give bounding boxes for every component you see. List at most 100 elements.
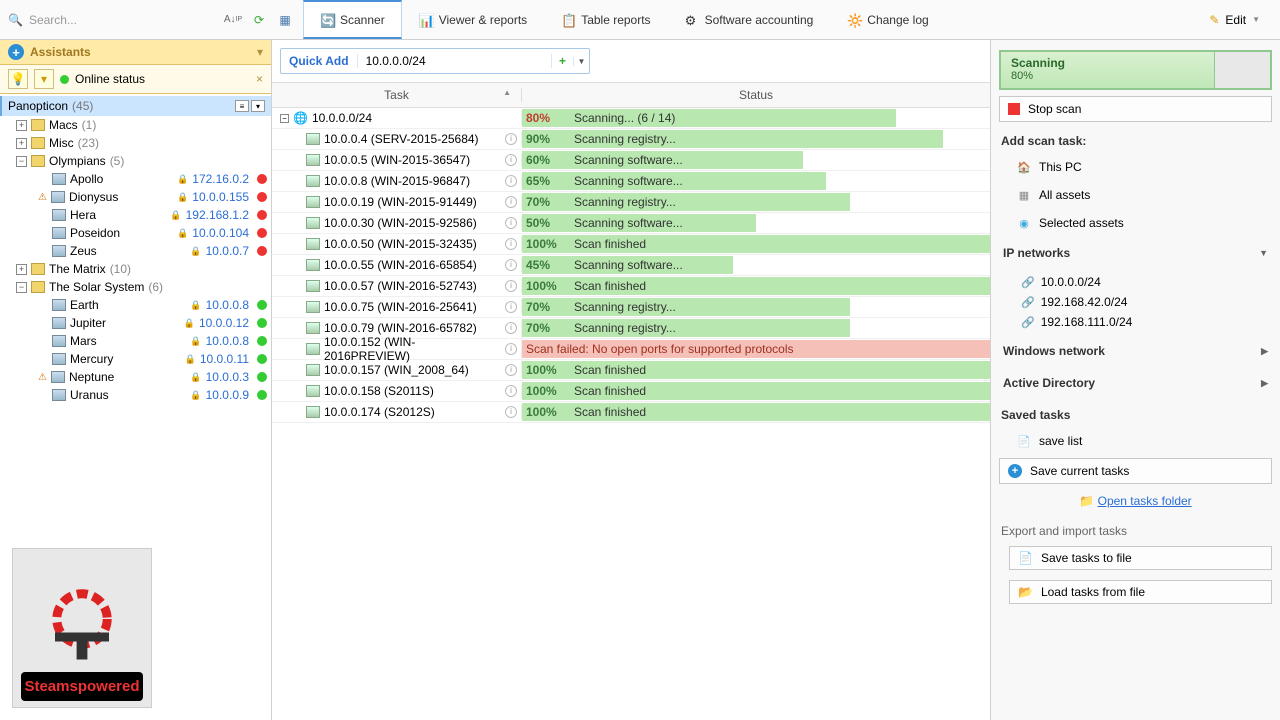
add-this-pc[interactable]: 🏠This PC xyxy=(999,156,1272,178)
assistants-header[interactable]: + Assistants ▾ xyxy=(0,40,271,65)
open-tasks-folder-link[interactable]: 📁 Open tasks folder xyxy=(999,490,1272,512)
collapse-icon[interactable]: − xyxy=(280,114,289,123)
quick-add-plus-icon[interactable]: + xyxy=(551,54,573,68)
refresh-icon[interactable]: ⟳ xyxy=(249,10,269,30)
quick-add-box[interactable]: Quick Add 10.0.0.0/24 + ▼ xyxy=(280,48,590,74)
stop-scan-button[interactable]: Stop scan xyxy=(999,96,1272,122)
tab-table-reports[interactable]: 📋Table reports xyxy=(544,0,667,39)
tree-folder[interactable]: + Misc (23) xyxy=(0,134,271,152)
tree-btn[interactable]: ▾ xyxy=(251,100,265,112)
add-selected-assets[interactable]: ◉Selected assets xyxy=(999,212,1272,234)
tree-host[interactable]: Mars 🔒 10.0.0.8 xyxy=(0,332,271,350)
windows-network-header[interactable]: Windows network▶ xyxy=(999,338,1272,364)
expand-icon[interactable]: + xyxy=(16,264,27,275)
online-status-row[interactable]: 💡 ▾ Online status × xyxy=(0,65,271,94)
task-row[interactable]: 10.0.0.5 (WIN-2015-36547) i xyxy=(272,153,522,167)
tab-viewer-reports[interactable]: 📊Viewer & reports xyxy=(402,0,544,39)
tree-folder[interactable]: − The Solar System (6) xyxy=(0,278,271,296)
edit-dropdown[interactable]: ✎ Edit ▼ xyxy=(1209,13,1260,27)
task-row[interactable]: 10.0.0.158 (S2011S) i xyxy=(272,384,522,398)
info-icon[interactable]: i xyxy=(505,238,517,250)
tree-host[interactable]: Poseidon 🔒 10.0.0.104 xyxy=(0,224,271,242)
col-header-status[interactable]: Status xyxy=(522,88,990,102)
info-icon[interactable]: i xyxy=(505,322,517,334)
tree-folder[interactable]: + Macs (1) xyxy=(0,116,271,134)
info-icon[interactable]: i xyxy=(505,406,517,418)
info-icon[interactable]: i xyxy=(505,196,517,208)
expand-icon[interactable]: + xyxy=(16,138,27,149)
tree-host[interactable]: Hera 🔒 192.168.1.2 xyxy=(0,206,271,224)
task-row[interactable]: 10.0.0.19 (WIN-2015-91449) i xyxy=(272,195,522,209)
save-list-item[interactable]: 📄save list xyxy=(999,430,1272,452)
scanning-pause-button[interactable] xyxy=(1214,52,1270,88)
folder-name: The Solar System xyxy=(49,280,144,294)
task-row[interactable]: 10.0.0.57 (WIN-2016-52743) i xyxy=(272,279,522,293)
status-msg: Scanning software... xyxy=(574,258,683,272)
quick-add-value[interactable]: 10.0.0.0/24 xyxy=(358,54,551,68)
info-icon[interactable]: i xyxy=(505,133,517,145)
task-row[interactable]: 10.0.0.50 (WIN-2015-32435) i xyxy=(272,237,522,251)
view-icon[interactable]: ▦ xyxy=(275,10,295,30)
ip-networks-header[interactable]: IP networks▼ xyxy=(999,240,1272,266)
tree-btn[interactable]: ≡ xyxy=(235,100,249,112)
tree-root[interactable]: Panopticon (45) ≡▾ xyxy=(0,96,271,116)
task-root[interactable]: − 🌐 10.0.0.0/24 xyxy=(272,111,522,125)
expand-icon[interactable]: + xyxy=(16,120,27,131)
tree-host[interactable]: Earth 🔒 10.0.0.8 xyxy=(0,296,271,314)
lightbulb-icon[interactable]: 💡 xyxy=(8,69,28,89)
tree-host[interactable]: Jupiter 🔒 10.0.0.12 xyxy=(0,314,271,332)
expand-icon[interactable]: − xyxy=(16,156,27,167)
tree-host[interactable]: Mercury 🔒 10.0.0.11 xyxy=(0,350,271,368)
tab-change-log[interactable]: 🔆Change log xyxy=(830,0,945,39)
info-icon[interactable]: i xyxy=(505,259,517,271)
tree-host[interactable]: ⚠ Dionysus 🔒 10.0.0.155 xyxy=(0,188,271,206)
info-icon[interactable]: i xyxy=(505,154,517,166)
host-ip: 10.0.0.11 xyxy=(200,352,249,366)
col-header-task[interactable]: Task▲ xyxy=(272,88,522,102)
save-current-tasks-button[interactable]: + Save current tasks xyxy=(999,458,1272,484)
status-dot-icon xyxy=(257,354,267,364)
lock-icon: 🔒 xyxy=(177,192,188,203)
save-tasks-file-button[interactable]: 📄Save tasks to file xyxy=(1009,546,1272,570)
load-tasks-file-button[interactable]: 📂Load tasks from file xyxy=(1009,580,1272,604)
quick-add-dropdown-icon[interactable]: ▼ xyxy=(573,57,589,66)
info-icon[interactable]: i xyxy=(505,364,517,376)
task-row[interactable]: 10.0.0.152 (WIN-2016PREVIEW) i xyxy=(272,335,522,363)
search-input[interactable]: 🔍 Search... xyxy=(0,9,215,31)
ip-network-item[interactable]: 🔗192.168.111.0/24 xyxy=(999,312,1272,332)
plus-icon[interactable]: + xyxy=(8,44,24,60)
info-icon[interactable]: i xyxy=(505,385,517,397)
info-icon[interactable]: i xyxy=(505,175,517,187)
expand-icon[interactable]: − xyxy=(16,282,27,293)
tab-scanner[interactable]: 🔄Scanner xyxy=(303,0,402,39)
tree-host[interactable]: Uranus 🔒 10.0.0.9 xyxy=(0,386,271,404)
info-icon[interactable]: i xyxy=(505,217,517,229)
sort-az-icon[interactable]: A↓IP xyxy=(223,10,243,30)
ip-network-item[interactable]: 🔗192.168.42.0/24 xyxy=(999,292,1272,312)
host-name: Hera xyxy=(70,208,166,222)
task-row[interactable]: 10.0.0.30 (WIN-2015-92586) i xyxy=(272,216,522,230)
filter-icon[interactable]: ▾ xyxy=(34,69,54,89)
chevron-down-icon[interactable]: ▾ xyxy=(257,45,263,59)
tree-host[interactable]: ⚠ Neptune 🔒 10.0.0.3 xyxy=(0,368,271,386)
tree-host[interactable]: Zeus 🔒 10.0.0.7 xyxy=(0,242,271,260)
close-icon[interactable]: × xyxy=(256,72,263,86)
info-icon[interactable]: i xyxy=(505,301,517,313)
tab-software-accounting[interactable]: ⚙Software accounting xyxy=(668,0,831,39)
active-directory-header[interactable]: Active Directory▶ xyxy=(999,370,1272,396)
task-row[interactable]: 10.0.0.4 (SERV-2015-25684) i xyxy=(272,132,522,146)
info-icon[interactable]: i xyxy=(505,343,517,355)
status-msg: Scanning... (6 / 14) xyxy=(574,111,675,125)
task-row[interactable]: 10.0.0.75 (WIN-2016-25641) i xyxy=(272,300,522,314)
add-all-assets[interactable]: ▦All assets xyxy=(999,184,1272,206)
task-row[interactable]: 10.0.0.55 (WIN-2016-65854) i xyxy=(272,258,522,272)
task-row[interactable]: 10.0.0.157 (WIN_2008_64) i xyxy=(272,363,522,377)
task-row[interactable]: 10.0.0.174 (S2012S) i xyxy=(272,405,522,419)
tree-folder[interactable]: + The Matrix (10) xyxy=(0,260,271,278)
task-row[interactable]: 10.0.0.79 (WIN-2016-65782) i xyxy=(272,321,522,335)
info-icon[interactable]: i xyxy=(505,280,517,292)
tree-host[interactable]: Apollo 🔒 172.16.0.2 xyxy=(0,170,271,188)
ip-network-item[interactable]: 🔗10.0.0.0/24 xyxy=(999,272,1272,292)
task-row[interactable]: 10.0.0.8 (WIN-2015-96847) i xyxy=(272,174,522,188)
tree-folder[interactable]: − Olympians (5) xyxy=(0,152,271,170)
